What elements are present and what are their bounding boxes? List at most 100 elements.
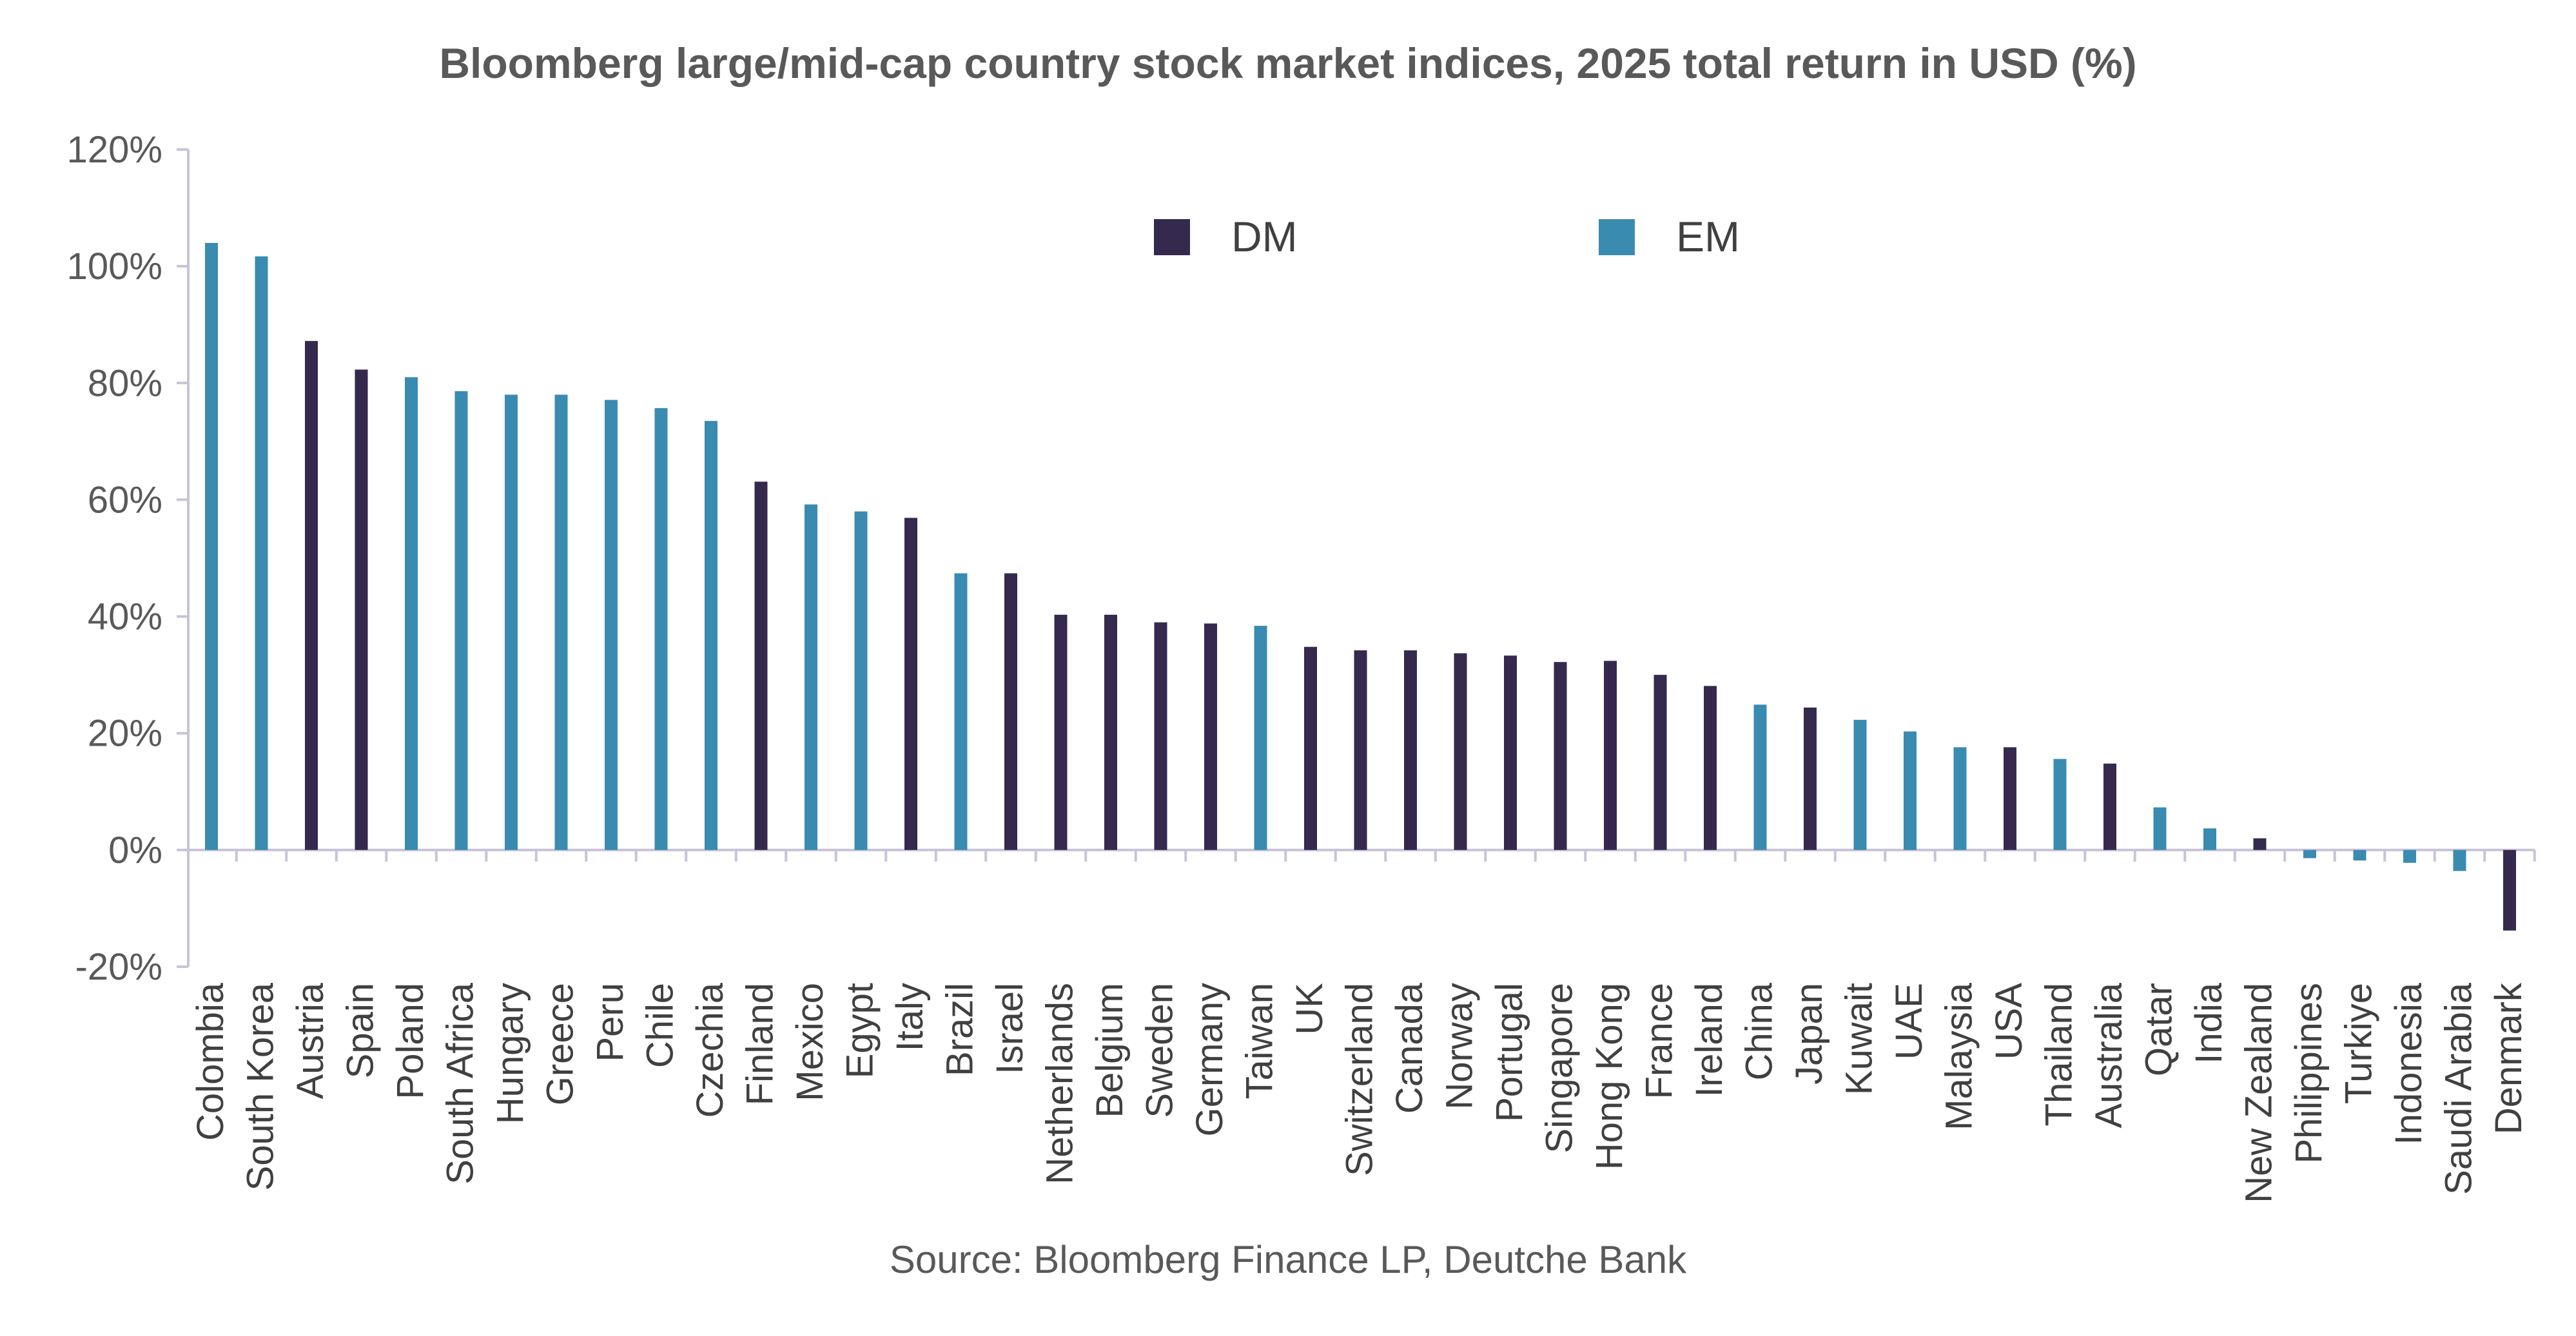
x-tick-label: Portugal — [1488, 983, 1530, 1122]
bar-qatar — [2153, 807, 2167, 850]
legend-label-dm: DM — [1231, 213, 1298, 260]
source-note: Source: Bloomberg Finance LP, Deutche Ba… — [889, 1238, 1687, 1281]
bar-mexico — [805, 504, 817, 850]
y-tick-label: 40% — [88, 596, 162, 638]
chart-title: Bloomberg large/mid-cap country stock ma… — [439, 39, 2137, 87]
x-tick-label: Israel — [989, 983, 1031, 1074]
x-tick-label: Malaysia — [1938, 982, 1980, 1130]
x-tick-label: Chile — [639, 983, 681, 1068]
legend-swatch-dm — [1154, 219, 1190, 255]
bar-usa — [2004, 747, 2016, 850]
bar-portugal — [1504, 655, 1517, 850]
bar-sweden — [1154, 622, 1167, 850]
bar-denmark — [2503, 849, 2516, 931]
x-tick-label: UAE — [1888, 983, 1930, 1060]
x-tick-label: Peru — [589, 983, 631, 1062]
x-tick-label: Thailand — [2038, 983, 2080, 1126]
y-tick-label: 120% — [67, 129, 162, 171]
x-tick-label: Canada — [1389, 982, 1430, 1114]
y-tick-label: -20% — [75, 946, 162, 988]
x-tick-label: USA — [1988, 983, 2030, 1060]
bar-china — [1753, 704, 1767, 850]
bar-poland — [405, 377, 418, 850]
bar-south-korea — [255, 256, 268, 850]
bar-austria — [305, 341, 318, 850]
bar-australia — [2103, 763, 2116, 850]
bar-india — [2203, 828, 2216, 850]
x-tick-label: Japan — [1788, 983, 1830, 1085]
bar-singapore — [1554, 662, 1567, 850]
bar-switzerland — [1354, 650, 1367, 850]
bar-taiwan — [1254, 626, 1267, 850]
x-tick-label: Sweden — [1139, 983, 1181, 1118]
bar-new-zealand — [2253, 838, 2267, 850]
x-tick-label: China — [1739, 982, 1781, 1080]
bar-czechia — [705, 421, 717, 850]
x-tick-label: Germany — [1189, 983, 1231, 1137]
bar-netherlands — [1054, 614, 1068, 850]
y-tick-label: 60% — [88, 479, 162, 521]
x-tick-label: Czechia — [689, 982, 731, 1118]
bar-israel — [1004, 573, 1017, 850]
x-tick-label: Denmark — [2488, 982, 2530, 1134]
x-tick-label: Ireland — [1688, 983, 1730, 1097]
bar-canada — [1404, 650, 1417, 850]
bar-uae — [1904, 731, 1917, 850]
x-tick-label: Colombia — [190, 982, 231, 1141]
bar-hungary — [505, 394, 518, 850]
bar-thailand — [2053, 759, 2067, 850]
bar-chile — [654, 408, 668, 850]
x-tick-label: Taiwan — [1239, 983, 1281, 1099]
y-tick-label: 0% — [108, 829, 162, 871]
x-tick-label: Singapore — [1539, 983, 1581, 1153]
bar-kuwait — [1853, 719, 1867, 850]
bar-brazil — [954, 573, 968, 850]
bar-egypt — [854, 511, 868, 850]
bar-finland — [754, 481, 768, 850]
bar-philippines — [2303, 849, 2316, 858]
bar-hong-kong — [1604, 661, 1617, 850]
x-tick-label: UK — [1289, 983, 1331, 1035]
y-tick-label: 100% — [67, 246, 162, 287]
legend-swatch-em — [1599, 219, 1635, 255]
x-tick-label: Greece — [540, 983, 581, 1105]
x-tick-label: Australia — [2088, 982, 2130, 1128]
x-tick-label: Italy — [889, 983, 931, 1051]
x-tick-label: Kuwait — [1839, 983, 1880, 1095]
bar-greece — [554, 394, 568, 850]
x-tick-label: Saudi Arabia — [2438, 982, 2480, 1195]
x-tick-label: South Korea — [240, 982, 282, 1190]
bar-germany — [1204, 623, 1217, 850]
bar-ireland — [1704, 686, 1717, 850]
x-tick-label: Finland — [739, 983, 781, 1105]
bar-japan — [1804, 707, 1817, 850]
bar-norway — [1454, 653, 1467, 850]
bar-saudi-arabia — [2453, 849, 2466, 871]
legend-label-em: EM — [1676, 213, 1740, 260]
bar-spain — [355, 369, 368, 850]
bar-colombia — [205, 242, 218, 850]
x-tick-label: Poland — [389, 983, 431, 1099]
bar-uk — [1304, 646, 1317, 850]
x-tick-label: Philippines — [2288, 983, 2330, 1164]
x-tick-label: Switzerland — [1339, 983, 1381, 1176]
x-tick-label: Egypt — [839, 983, 881, 1078]
bar-italy — [904, 518, 917, 850]
x-tick-label: Mexico — [789, 983, 831, 1101]
bar-south-africa — [454, 391, 468, 850]
x-tick-label: Austria — [289, 982, 331, 1099]
x-tick-label: France — [1639, 983, 1681, 1099]
x-tick-label: South Africa — [440, 982, 482, 1184]
y-tick-label: 80% — [88, 362, 162, 404]
x-tick-label: Hong Kong — [1588, 983, 1630, 1170]
y-tick-label: 20% — [88, 713, 162, 755]
x-tick-label: Norway — [1439, 983, 1481, 1110]
x-tick-label: Qatar — [2138, 983, 2180, 1076]
bar-belgium — [1104, 614, 1117, 850]
x-tick-label: Spain — [340, 983, 382, 1078]
x-tick-label: Brazil — [939, 983, 981, 1076]
x-tick-label: Belgium — [1089, 983, 1131, 1118]
bar-indonesia — [2403, 849, 2416, 863]
x-tick-label: India — [2188, 982, 2230, 1064]
